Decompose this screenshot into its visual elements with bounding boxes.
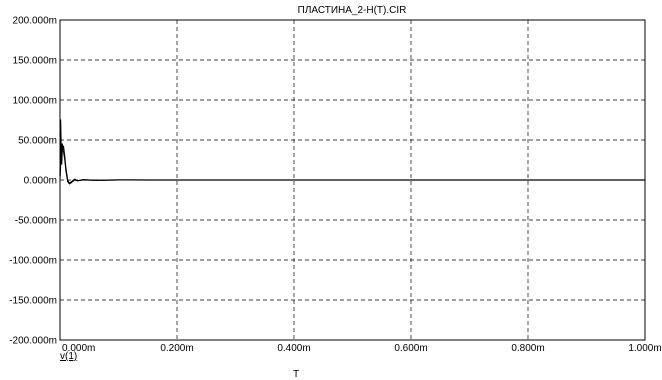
x-tick-label: 0.400m [277, 343, 310, 354]
x-tick-label: 1.000m [628, 343, 661, 354]
legend-series-label[interactable]: v(1) [60, 351, 77, 362]
x-tick-label: 0.800m [511, 343, 544, 354]
series-layer [59, 119, 645, 185]
y-tick-label: 0.000m [24, 176, 57, 187]
y-tick-label: 200.000m [13, 16, 57, 27]
series-line-1 [59, 149, 645, 185]
x-axis-label: T [293, 369, 299, 380]
chart-title: ПЛАСТИНА_2-H(T).CIR [298, 5, 407, 16]
series-line-0 [59, 119, 645, 184]
y-tick-label: 150.000m [13, 56, 57, 67]
grid-layer [60, 20, 645, 340]
y-tick-label: -100.000m [9, 256, 57, 267]
y-tick-label: -150.000m [9, 296, 57, 307]
x-tick-label: 0.600m [394, 343, 427, 354]
x-tick-label: 0.200m [160, 343, 193, 354]
y-tick-label: 100.000m [13, 96, 57, 107]
x-tick-label: 0.000m [62, 343, 95, 354]
y-tick-label: -200.000m [9, 336, 57, 347]
y-tick-label: -50.000m [15, 216, 57, 227]
y-tick-label: 50.000m [18, 136, 57, 147]
tick-layer: 200.000m 150.000m 100.000m 50.000m 0.000m -50… [9, 16, 661, 355]
